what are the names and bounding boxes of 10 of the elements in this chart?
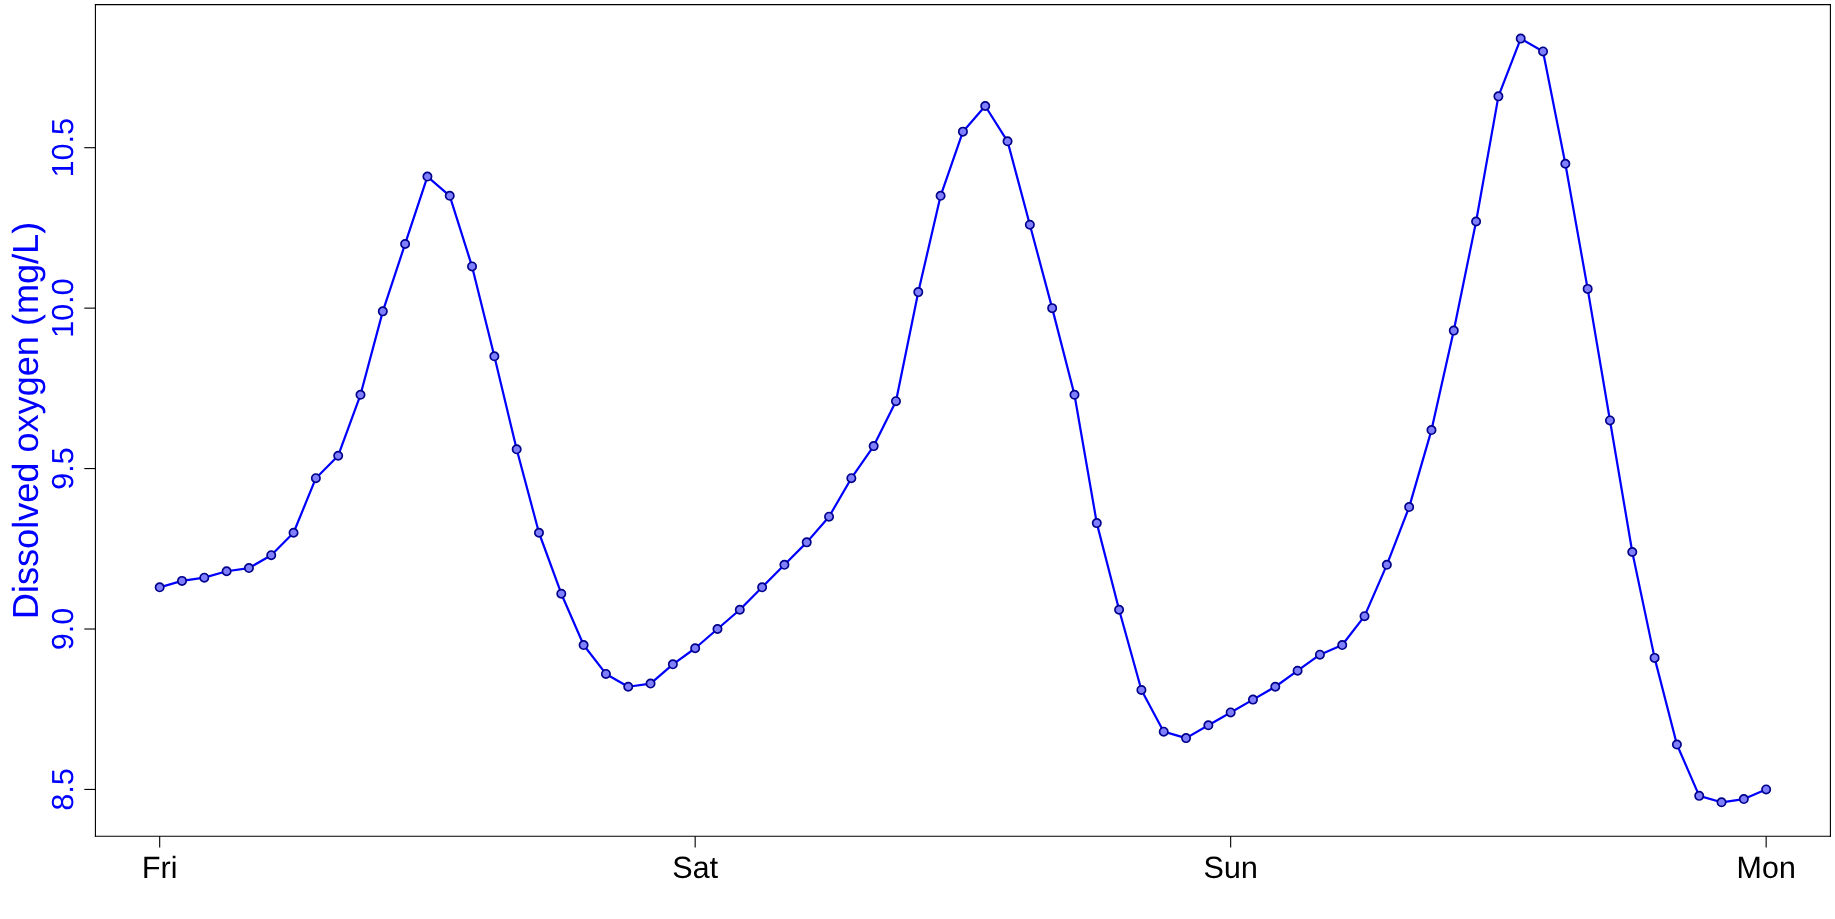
x-tick-label: Mon — [1738, 856, 1794, 879]
x-tick-label: Fri — [144, 855, 176, 878]
x-tick-label: Sat — [673, 856, 718, 879]
x-tick-label: Sun — [1204, 856, 1256, 879]
y-tick-label: 9.5 — [51, 448, 74, 489]
y-tick-label: 10.5 — [51, 119, 74, 176]
y-tick-label: 8.5 — [51, 769, 74, 810]
y-axis-title: Dissolved oxygen (mg/L) — [11, 223, 46, 617]
y-tick-label: 9.0 — [51, 608, 74, 649]
y-tick-label: 10.0 — [51, 279, 74, 336]
